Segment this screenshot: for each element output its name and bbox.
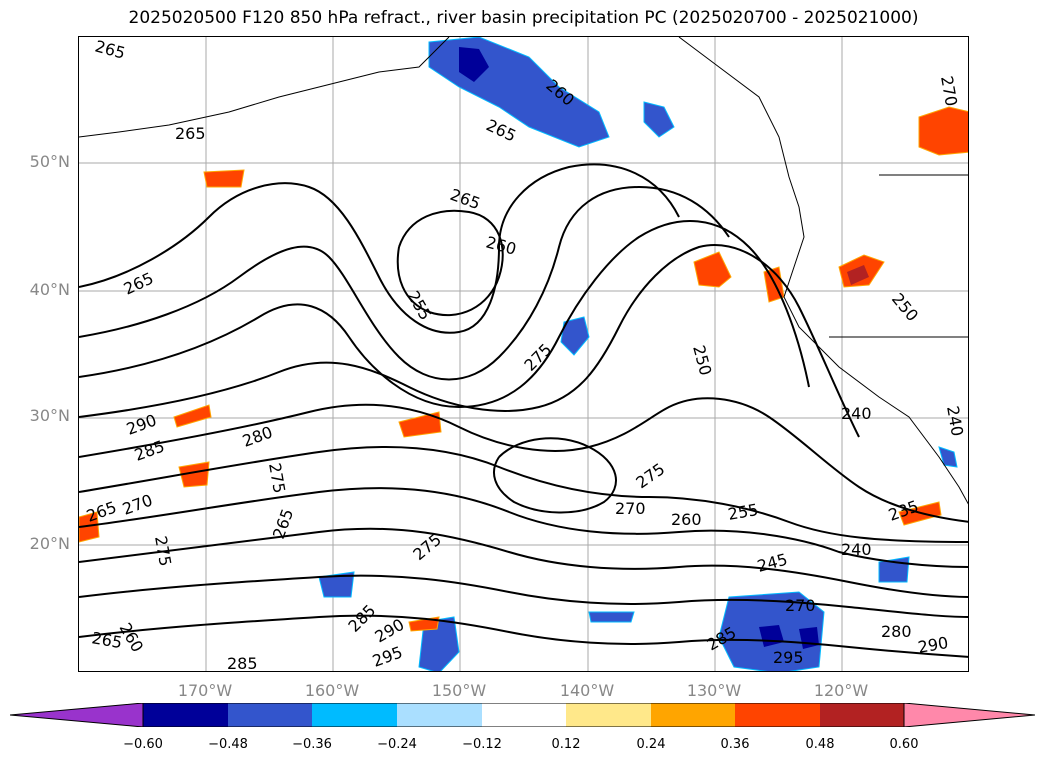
- contour-label: 245: [755, 550, 789, 576]
- contour-label: 260: [671, 510, 702, 529]
- precip-positive-ne: [918, 106, 968, 156]
- contour-label: 240: [943, 404, 967, 437]
- precip-negative-small2: [588, 611, 635, 623]
- lat-label-20n: 20°N: [29, 534, 70, 553]
- lat-label-50n: 50°N: [29, 152, 70, 171]
- lon-label-130w: 130°W: [686, 681, 742, 700]
- contour-label: 295: [773, 648, 804, 667]
- colorbar-tick: 0.48: [805, 737, 835, 752]
- colorbar-extend-low: [10, 703, 144, 727]
- contour-label: 270: [937, 74, 961, 107]
- colorbar-tick: −0.60: [123, 737, 163, 752]
- contour-label: 280: [881, 622, 912, 641]
- graticule: [79, 37, 968, 671]
- precip-positive-3: [178, 461, 210, 488]
- colorbar-swatch: [228, 703, 312, 727]
- precip-positive-oregon: [693, 251, 732, 288]
- colorbar-tick: 0.24: [636, 737, 666, 752]
- colorbar-swatch: [820, 703, 904, 727]
- contour-label: 255: [404, 288, 436, 324]
- precip-negative-gulf: [643, 101, 675, 138]
- contour-label: 265: [483, 115, 519, 145]
- contour-label: 275: [632, 459, 668, 492]
- lat-label-30n: 30°N: [29, 406, 70, 425]
- contour-label: 255: [726, 500, 759, 524]
- contour-label: 265: [175, 124, 206, 143]
- lat-label-40n: 40°N: [29, 280, 70, 299]
- colorbar-swatch: [735, 703, 820, 727]
- colorbar-tick: 0.36: [720, 737, 750, 752]
- precip-core-alaska: [459, 47, 489, 82]
- contour-label: 275: [520, 340, 555, 375]
- lon-label-150w: 150°W: [431, 681, 487, 700]
- contour-label: 285: [132, 436, 167, 464]
- coastline: [79, 37, 968, 505]
- precip-positive-1: [398, 411, 442, 438]
- contour-label: 290: [124, 410, 159, 438]
- contour-label: 295: [370, 642, 405, 670]
- contour-label: 290: [372, 615, 408, 647]
- colorbar-tick: −0.24: [377, 737, 417, 752]
- colorbar-tick: −0.36: [292, 737, 332, 752]
- precip-max-nevada: [847, 265, 869, 285]
- contour-label: 265: [93, 37, 127, 63]
- lon-label-170w: 170°W: [177, 681, 233, 700]
- colorbar-tick: −0.12: [462, 737, 502, 752]
- contour-label: 260: [484, 233, 518, 259]
- lon-label-140w: 140°W: [559, 681, 615, 700]
- contour-label: 275: [265, 461, 289, 494]
- contour-label: 250: [888, 289, 922, 325]
- colorbar-swatch: [397, 703, 482, 727]
- colorbar-tick: −0.48: [208, 737, 248, 752]
- precip-negative-socal: [938, 446, 958, 468]
- colorbar-tick: 0.60: [889, 737, 919, 752]
- precip-negative-hawaii-s: [418, 616, 460, 671]
- colorbar-swatch: [312, 703, 397, 727]
- contour-label: 240: [841, 540, 872, 559]
- colorbar-extend-high: [903, 703, 1035, 727]
- contour-label: 270: [785, 596, 816, 615]
- lon-label-120w: 120°W: [813, 681, 869, 700]
- colorbar-tick: 0.12: [551, 737, 581, 752]
- colorbar-swatch: [143, 703, 228, 727]
- colorbar: [10, 703, 1035, 727]
- precip-negative-alaska: [428, 37, 610, 148]
- precip-shading: [79, 37, 968, 671]
- colorbar-swatch: [482, 703, 566, 727]
- contour-label: 290: [916, 633, 949, 657]
- precip-negative-mid: [560, 316, 590, 356]
- precip-negative-small1: [318, 571, 355, 598]
- map-canvas: 265 265 265 260 265 260 265 255 275 250 …: [79, 37, 968, 672]
- precip-positive-4: [203, 169, 245, 188]
- contour-labels: 265 265 265 260 265 260 265 255 275 250 …: [84, 37, 967, 672]
- map-panel: 265 265 265 260 265 260 265 255 275 250 …: [78, 36, 969, 672]
- lon-label-160w: 160°W: [304, 681, 360, 700]
- contours: [79, 163, 968, 658]
- colorbar-swatch: [651, 703, 735, 727]
- colorbar-swatch: [566, 703, 651, 727]
- precip-positive-2: [173, 404, 212, 428]
- contour-label: 285: [227, 654, 258, 672]
- contour-label: 250: [689, 343, 715, 377]
- contour-label: 270: [615, 499, 646, 518]
- contour-label: 240: [841, 404, 872, 423]
- contour-label: 275: [151, 534, 175, 567]
- contour-label: 270: [120, 490, 155, 518]
- precip-positive-5: [79, 511, 100, 543]
- contour-label: 265: [448, 185, 483, 213]
- map-title: 2025020500 F120 850 hPa refract., river …: [128, 8, 919, 28]
